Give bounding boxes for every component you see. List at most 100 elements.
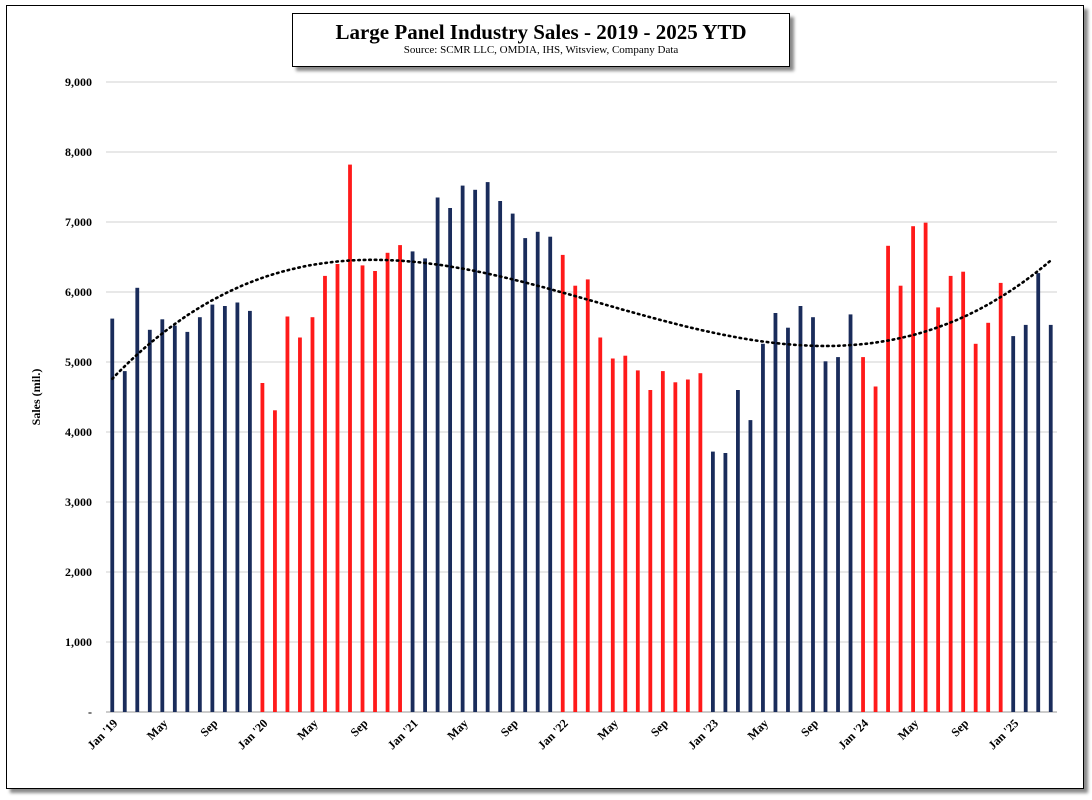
bar: [598, 337, 603, 712]
bar: [1036, 273, 1041, 712]
bar: [886, 245, 890, 713]
y-axis-ticks: - 1,000 2,000 3,000 4,000 5,000 6,000 7,000 8,00…: [65, 75, 92, 719]
y-tick-label: 5,000: [65, 355, 92, 369]
bar: [786, 327, 790, 712]
x-tick-label: May: [745, 716, 771, 742]
bar: [998, 282, 1003, 712]
bar: [122, 371, 127, 712]
bar: [197, 317, 202, 712]
bar: [285, 316, 290, 712]
bar: [573, 285, 578, 712]
bar: [373, 271, 377, 712]
bar: [110, 318, 115, 712]
bar: [973, 343, 978, 712]
bar: [986, 322, 991, 712]
x-tick-label: May: [895, 716, 921, 742]
bar: [222, 306, 227, 712]
bar: [210, 304, 215, 712]
x-tick-label: Sep: [948, 716, 971, 739]
bar: [235, 302, 240, 712]
x-tick-label: Jan '19: [84, 716, 120, 752]
bar: [460, 185, 465, 713]
bar: [273, 410, 277, 712]
bar: [160, 319, 165, 712]
gridlines: [106, 81, 1057, 713]
bar: [635, 370, 640, 712]
y-tick-label: 6,000: [65, 285, 92, 299]
bar: [961, 271, 966, 712]
bar: [748, 420, 753, 712]
bar: [335, 264, 340, 712]
x-tick-label: Sep: [798, 716, 821, 739]
bar: [798, 306, 803, 712]
bar: [448, 208, 453, 712]
x-tick-label: Jan '20: [234, 716, 270, 752]
bar: [911, 226, 915, 712]
bar: [398, 245, 402, 712]
x-tick-label: Sep: [648, 716, 671, 739]
bar: [172, 325, 177, 712]
bar: [435, 197, 440, 712]
bar: [385, 252, 390, 713]
y-tick-label: 8,000: [65, 145, 92, 159]
bar: [510, 213, 515, 712]
bar: [585, 279, 590, 712]
x-tick-label: Jan '23: [685, 716, 721, 752]
bar: [135, 287, 140, 712]
bar: [736, 390, 740, 712]
bar: [348, 164, 352, 713]
x-axis-ticks: Jan '19 May Sep Jan '20 May Sep Jan '21 May Sep J…: [84, 716, 1021, 752]
bars: [110, 164, 1053, 713]
chart-title-box: Large Panel Industry Sales - 2019 - 2025…: [292, 13, 790, 67]
y-tick-label: -: [88, 705, 92, 719]
x-tick-label: May: [595, 716, 621, 742]
bar: [948, 275, 953, 712]
bar: [1048, 324, 1053, 712]
bar: [898, 285, 903, 712]
bar: [147, 329, 152, 712]
bar: [823, 361, 828, 712]
bar: [723, 453, 728, 712]
x-tick-label: Jan '22: [535, 716, 571, 752]
bar: [523, 238, 528, 712]
bar: [410, 251, 415, 712]
y-tick-label: 9,000: [65, 75, 92, 89]
bar: [548, 236, 553, 712]
bar: [761, 343, 765, 712]
bar: [185, 331, 190, 712]
bar: [1011, 336, 1016, 712]
bar: [323, 275, 327, 712]
bar: [861, 357, 865, 712]
bar: [873, 386, 878, 712]
chart-title: Large Panel Industry Sales - 2019 - 2025…: [335, 20, 747, 44]
x-tick-label: May: [144, 716, 170, 742]
y-tick-label: 1,000: [65, 635, 92, 649]
y-tick-label: 7,000: [65, 215, 92, 229]
bar: [710, 451, 715, 712]
bar: [360, 265, 365, 712]
y-axis-label: Sales (mil.): [29, 369, 43, 426]
x-tick-label: Jan '21: [385, 716, 421, 752]
x-tick-label: May: [444, 716, 470, 742]
bar: [773, 313, 778, 712]
bar: [1023, 324, 1028, 712]
x-tick-label: Jan '24: [835, 716, 871, 752]
bar: [248, 310, 252, 712]
chart-subtitle: Source: SCMR LLC, OMDIA, IHS, Witsview, …: [403, 44, 679, 56]
bar: [423, 258, 427, 712]
bar: [473, 189, 478, 713]
bar: [535, 231, 540, 713]
bar: [698, 373, 703, 712]
bar: [623, 355, 628, 712]
bar: [610, 358, 615, 712]
bar: [848, 314, 853, 712]
bar: [836, 357, 840, 712]
x-tick-label: Jan '25: [985, 716, 1021, 752]
y-tick-label: 3,000: [65, 495, 92, 509]
trendline: [111, 258, 1052, 381]
trend-line: [111, 258, 1052, 381]
y-tick-label: 2,000: [65, 565, 92, 579]
bar: [685, 379, 690, 712]
x-tick-label: Sep: [197, 716, 220, 739]
